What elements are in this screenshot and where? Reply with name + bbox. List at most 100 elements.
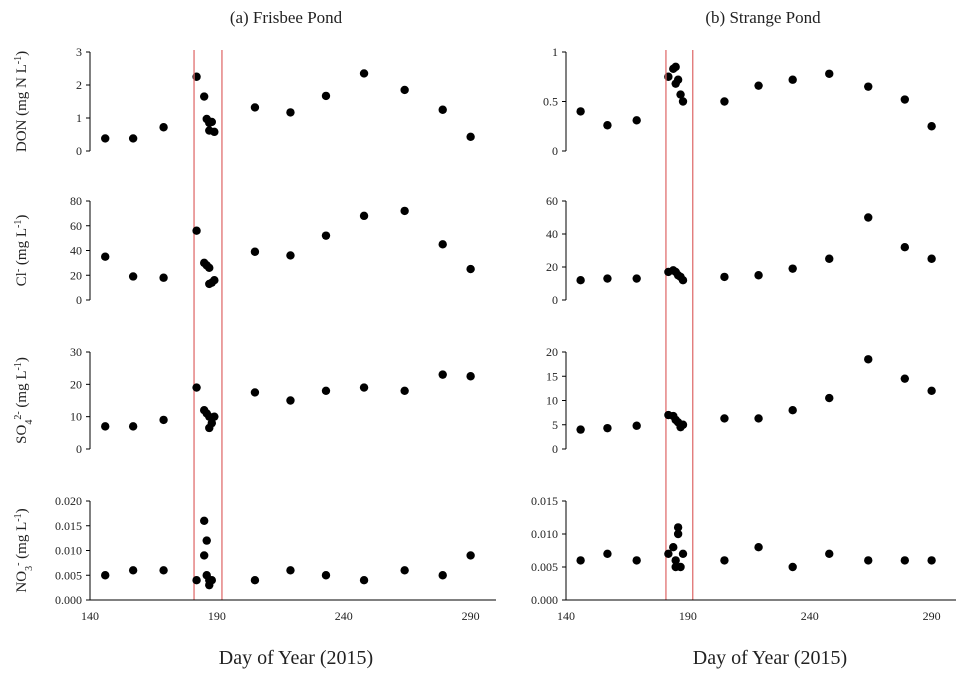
y-tick-label: 0.000 — [55, 593, 82, 607]
x-tick-label: 240 — [801, 609, 819, 623]
y-tick-label: 0.010 — [55, 544, 82, 558]
data-point — [632, 421, 641, 430]
data-point — [576, 556, 585, 565]
y-tick-label: 0.000 — [531, 593, 558, 607]
y-tick-label: 20 — [546, 345, 558, 359]
y-tick-label: 15 — [546, 369, 558, 383]
data-point — [576, 276, 585, 285]
y-tick-label: 3 — [76, 45, 82, 59]
y-tick-label: 60 — [546, 194, 558, 208]
data-point — [632, 274, 641, 283]
y-tick-label: 80 — [70, 194, 82, 208]
data-point — [250, 247, 260, 256]
data-point — [400, 386, 409, 395]
data-point — [603, 121, 612, 130]
data-point — [466, 372, 475, 381]
data-point — [927, 386, 936, 395]
data-point — [927, 556, 936, 565]
data-point — [825, 549, 834, 558]
data-point — [207, 418, 216, 428]
plot-right-no3: 140 190 240 290 0.000 0.005 0.010 0.015 — [531, 494, 956, 623]
data-point — [359, 576, 369, 585]
data-point — [673, 75, 683, 84]
data-point — [678, 276, 688, 285]
data-point — [205, 263, 214, 273]
data-point — [359, 69, 369, 78]
data-point — [927, 122, 936, 131]
y-tick-label: 0.015 — [55, 519, 82, 533]
data-point — [438, 571, 447, 580]
y-tick-label: 10 — [70, 410, 82, 424]
data-point — [128, 134, 138, 143]
data-point — [400, 206, 409, 216]
data-point — [788, 562, 797, 572]
y-axis-title-cl: Cl- (mg L-1) — [13, 215, 31, 287]
x-axis-title-right: Day of Year (2015) — [693, 647, 847, 669]
data-point — [673, 523, 683, 532]
y-tick-label: 1 — [76, 111, 82, 125]
data-point — [864, 82, 873, 91]
y-tick-label: 10 — [546, 394, 558, 408]
data-point — [632, 556, 641, 565]
y-axis-title-so4: SO42- (mg L-1) — [13, 357, 35, 444]
data-point — [900, 95, 910, 104]
data-point — [286, 251, 295, 260]
data-point — [864, 556, 873, 565]
x-tick-label: 190 — [208, 609, 226, 623]
y-tick-label: 20 — [70, 377, 82, 391]
data-point — [199, 551, 209, 560]
data-point — [754, 414, 763, 423]
x-tick-label: 140 — [81, 609, 99, 623]
y-tick-label: 0.010 — [531, 527, 558, 541]
data-point — [576, 425, 585, 434]
data-point — [669, 543, 678, 552]
data-point — [664, 549, 673, 558]
y-tick-label: 0 — [552, 442, 558, 456]
panel-title-strange: (b) Strange Pond — [705, 8, 821, 27]
data-point — [603, 274, 612, 283]
data-point — [400, 85, 409, 95]
data-point — [678, 549, 688, 558]
data-point — [466, 264, 475, 274]
data-point — [466, 132, 475, 142]
data-point — [927, 254, 936, 263]
plot-left-don: 0 1 2 3 DON (mg N L-1) — [13, 45, 475, 158]
data-point — [720, 272, 729, 282]
plot-left-no3: 140 190 240 290 0.000 0.005 0.010 0.015 0.020 NO3… — [13, 494, 496, 623]
data-point — [671, 62, 680, 72]
data-point — [603, 549, 612, 558]
y-tick-label: 5 — [552, 418, 558, 432]
data-point — [202, 536, 211, 545]
plot-right-don: 00.51 — [543, 45, 936, 158]
plot-left-cl: 0 20 40 60 80 Cl- (mg L-1) — [13, 194, 475, 307]
y-tick-label: 20 — [546, 260, 558, 274]
data-point — [159, 415, 168, 425]
x-tick-label: 190 — [679, 609, 697, 623]
data-point — [250, 576, 260, 585]
data-point — [286, 108, 295, 117]
data-point — [671, 556, 680, 565]
data-point — [576, 107, 585, 116]
data-point — [720, 97, 729, 106]
data-point — [788, 264, 797, 273]
data-point — [788, 406, 797, 415]
data-point — [210, 127, 219, 137]
plot-left-so4: 0 10 20 30 SO42- (mg L-1) — [13, 345, 475, 456]
y-tick-label: 0 — [76, 293, 82, 307]
data-point — [159, 566, 168, 575]
data-point — [210, 412, 219, 421]
y-tick-label: 40 — [546, 227, 558, 241]
data-point — [720, 556, 729, 565]
data-point — [359, 211, 369, 221]
y-tick-label: 30 — [70, 345, 82, 359]
data-point — [788, 75, 797, 84]
panel-title-frisbee: (a) Frisbee Pond — [230, 8, 343, 27]
data-point — [754, 81, 763, 90]
y-tick-label: 0 — [552, 293, 558, 307]
data-point — [676, 90, 685, 99]
y-tick-label: 2 — [76, 78, 82, 92]
data-point — [720, 414, 729, 423]
data-point — [101, 571, 110, 580]
